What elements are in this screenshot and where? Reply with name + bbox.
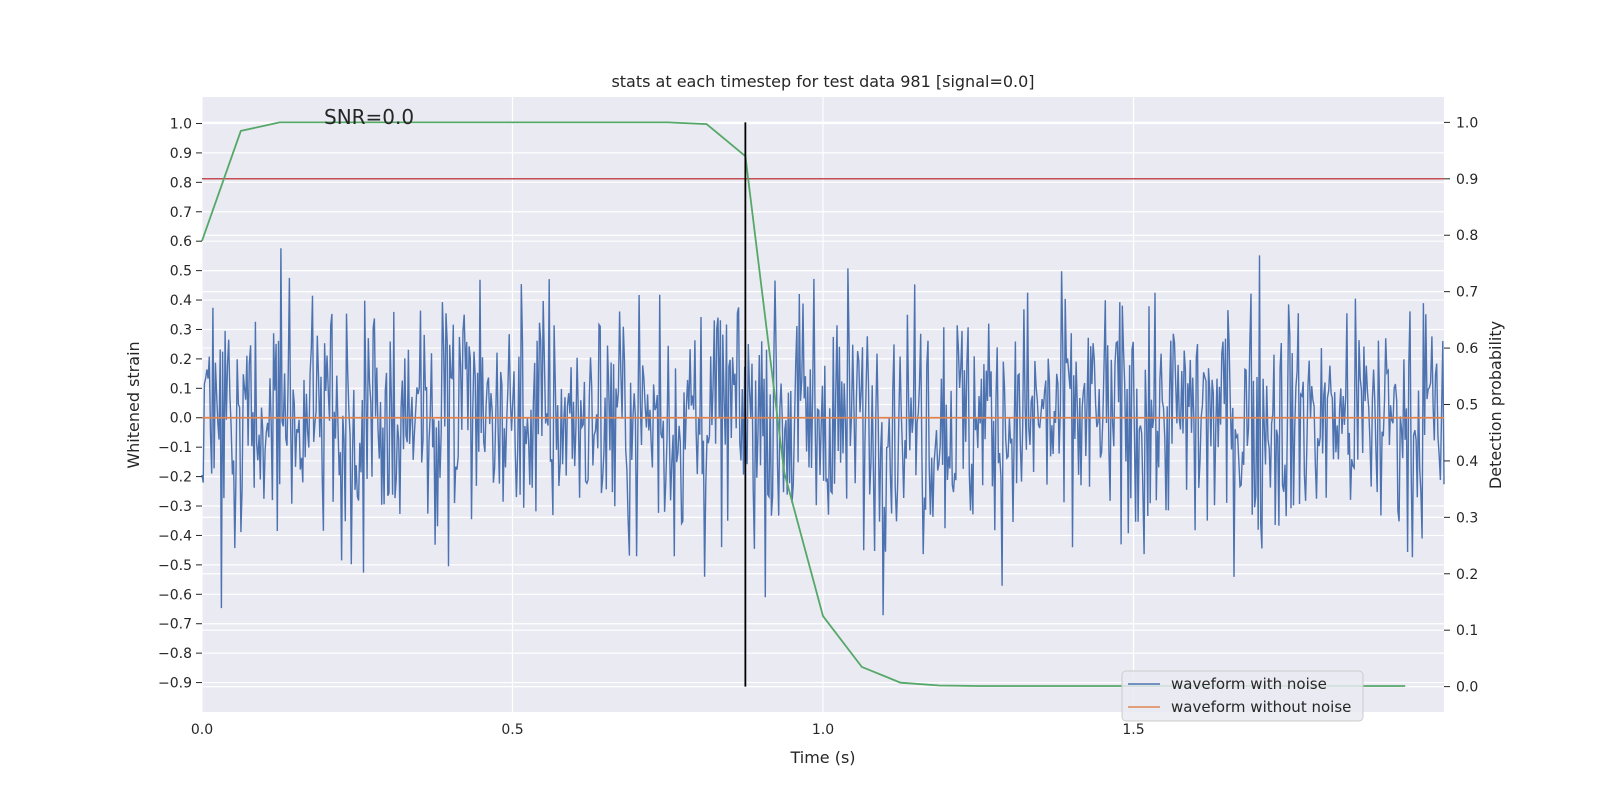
y-tick-label: −0.7 — [158, 617, 192, 633]
y-axis-label: Whitened strain — [124, 341, 143, 468]
x-tick-label: 1.0 — [812, 722, 834, 738]
y2-tick-label: 0.0 — [1456, 680, 1478, 696]
y2-tick-label: 0.9 — [1456, 172, 1478, 188]
y2-axis-label: Detection probability — [1486, 321, 1505, 489]
y2-tick-label: 0.4 — [1456, 454, 1478, 470]
y-tick-label: 0.1 — [170, 381, 192, 397]
y-tick-label: 0.9 — [170, 146, 192, 162]
y2-tick-label: 0.3 — [1456, 510, 1478, 526]
y-tick-label: 0.2 — [170, 352, 192, 368]
y-tick-label: −0.8 — [158, 646, 192, 662]
y-tick-label: −0.3 — [158, 499, 192, 515]
x-axis-label: Time (s) — [789, 748, 855, 767]
y2-tick-label: 0.7 — [1456, 285, 1478, 301]
series-waveform-with-noise — [201, 248, 1445, 616]
y-tick-label: 1.0 — [170, 116, 192, 132]
legend: waveform with noise waveform without noi… — [1121, 670, 1364, 722]
y2-tick-label: 0.1 — [1456, 623, 1478, 639]
y-tick-label: 0.7 — [170, 205, 192, 221]
y-tick-label: 0.3 — [170, 322, 192, 338]
legend-label-noisy: waveform with noise — [1171, 675, 1327, 693]
y2-tick-label: 0.2 — [1456, 567, 1478, 583]
y-tick-label: 0.8 — [170, 175, 192, 191]
x-tick-label: 0.5 — [501, 722, 523, 738]
y-tick-label: 0.4 — [170, 293, 192, 309]
y-tick-label: −0.9 — [158, 676, 192, 692]
y2-tick-label: 0.8 — [1456, 228, 1478, 244]
y2-tick-label: 1.0 — [1456, 115, 1478, 131]
tick-labels: 0.0 0.5 1.0 1.5 1.0 0.9 0.8 0.7 0.6 0.5 0.4 0.3 0.2 0… — [158, 115, 1478, 738]
x-tick-label: 1.5 — [1122, 722, 1144, 738]
y-tick-label: 0.6 — [170, 234, 192, 250]
y-tick-label: −0.6 — [158, 587, 192, 603]
y2-tick-label: 0.6 — [1456, 341, 1478, 357]
y2-tick-label: 0.5 — [1456, 398, 1478, 414]
y-tick-label: −0.2 — [158, 470, 192, 486]
x-tick-label: 0.0 — [191, 722, 213, 738]
y-tick-label: 0.0 — [170, 411, 192, 427]
snr-annotation: SNR=0.0 — [324, 105, 414, 129]
y-tick-label: 0.5 — [170, 264, 192, 280]
chart-title: stats at each timestep for test data 981… — [611, 72, 1034, 91]
legend-label-clean: waveform without noise — [1171, 698, 1351, 716]
y-tick-label: −0.4 — [158, 528, 192, 544]
y-tick-label: −0.5 — [158, 558, 192, 574]
y-tick-label: −0.1 — [158, 440, 192, 456]
legend-box — [1121, 670, 1364, 722]
